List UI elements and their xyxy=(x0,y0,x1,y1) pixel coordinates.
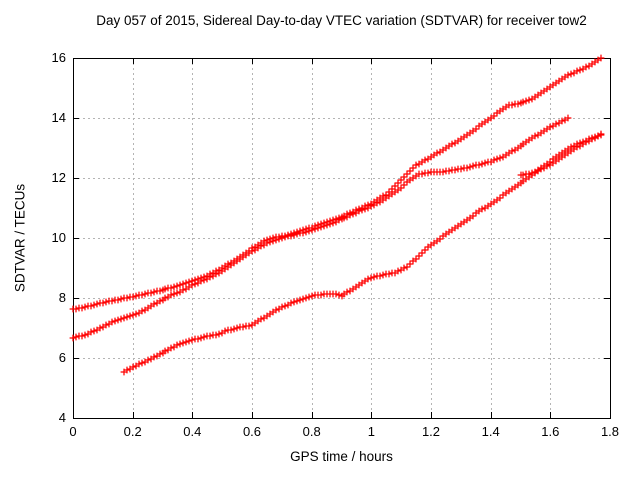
x-tick-label: 1.8 xyxy=(600,424,620,439)
data-series-trace-4-short xyxy=(517,130,605,179)
y-tick-label: 8 xyxy=(58,290,66,305)
data-series-trace-3-bottom xyxy=(120,131,605,376)
y-tick-label: 10 xyxy=(51,230,66,245)
chart-title: Day 057 of 2015, Sidereal Day-to-day VTE… xyxy=(96,13,587,28)
x-tick-label: 1.6 xyxy=(541,424,560,439)
y-tick-label: 16 xyxy=(51,50,66,65)
x-tick-label: 0 xyxy=(69,424,77,439)
x-tick-label: 1.2 xyxy=(421,424,441,439)
x-tick-label: 0.8 xyxy=(302,424,321,439)
x-tick-label: 1 xyxy=(367,424,375,439)
x-tick-label: 1.4 xyxy=(481,424,500,439)
y-tick-label: 14 xyxy=(51,110,66,125)
x-tick-label: 0.2 xyxy=(123,424,142,439)
data-series-trace-2-middle xyxy=(69,114,572,342)
y-tick-label: 4 xyxy=(58,410,66,425)
y-tick-label: 6 xyxy=(58,350,66,365)
x-tick-label: 0.4 xyxy=(183,424,202,439)
x-tick-label: 0.6 xyxy=(242,424,262,439)
x-axis-label: GPS time / hours xyxy=(290,449,393,464)
y-tick-label: 12 xyxy=(51,170,66,185)
